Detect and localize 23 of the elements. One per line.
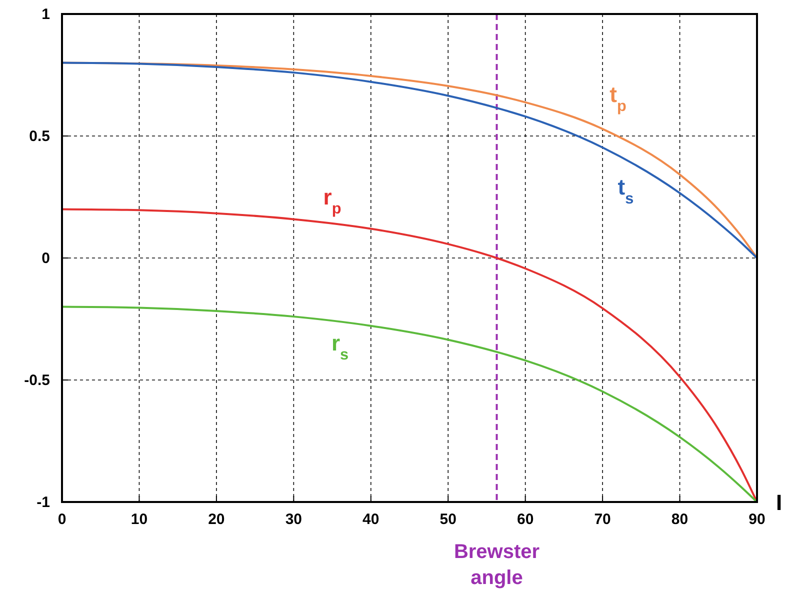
y-tick-label: 0	[42, 250, 50, 267]
x-tick-label: 20	[208, 511, 225, 528]
x-tick-label: 40	[362, 511, 380, 528]
x-tick-label: 60	[516, 511, 534, 528]
line-series	[61, 62, 758, 259]
x-tick-label: 90	[748, 511, 766, 528]
line-series	[61, 306, 758, 503]
x-tick-label: 30	[285, 511, 302, 528]
series-label: r$_{p}$	[323, 184, 342, 217]
x-tick-label: 0	[58, 511, 66, 528]
y-tick-label: -1	[36, 494, 50, 511]
x-tick-label: 50	[440, 511, 456, 528]
series-label: r$_{s}$	[331, 330, 349, 364]
series-label: t$_{s}$	[618, 174, 634, 208]
y-tick-label: 0.5	[29, 128, 50, 145]
x-axis-title: I	[776, 490, 782, 515]
y-tick-label: 1	[42, 6, 50, 23]
y-tick-label: -0.5	[24, 372, 50, 389]
x-tick-label: 80	[671, 511, 688, 528]
series-label: t$_{p}$	[610, 82, 626, 114]
x-tick-label: 10	[130, 511, 148, 528]
x-tick-label: 70	[594, 511, 611, 528]
ref-line-label: Brewster angle	[454, 541, 540, 589]
